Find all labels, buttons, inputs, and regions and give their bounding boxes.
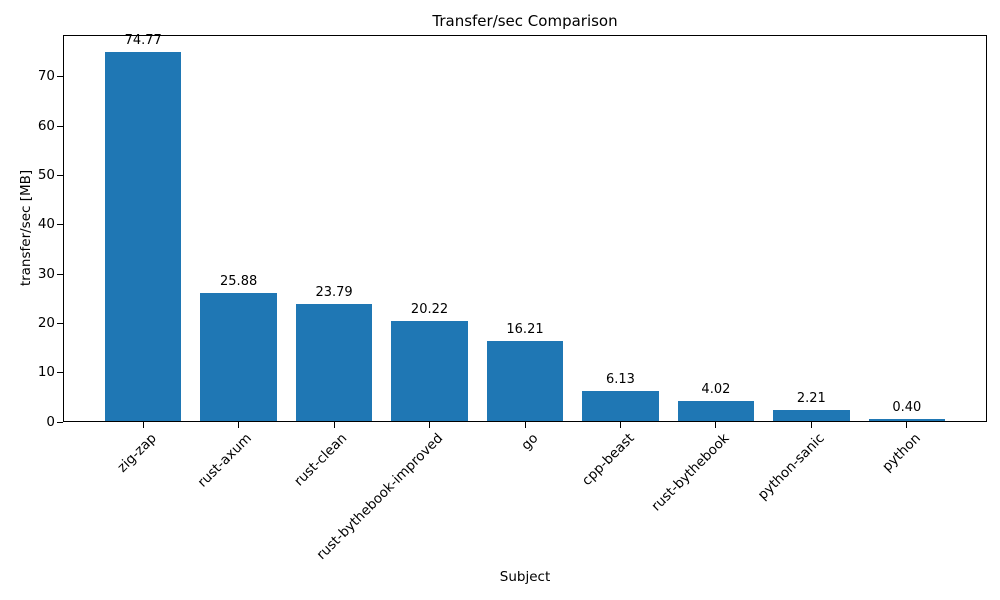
bar-rust-clean [295,303,373,421]
y-tick-label: 0 [46,413,55,430]
y-tick-label: 40 [37,216,55,233]
bar-value-label: 74.77 [124,33,162,49]
y-tick-mark [57,125,63,127]
x-tick-label: rust-axum [194,430,256,491]
x-axis-label: Subject [499,569,551,585]
bar-python [868,419,945,421]
bar-value-label: 6.13 [605,371,635,387]
y-tick-label: 60 [37,117,55,134]
y-tick-label: 30 [37,265,55,282]
x-tick-label: cpp-beast [578,430,638,489]
x-tick-mark [238,422,240,428]
y-tick-label: 50 [37,167,55,184]
x-tick-mark [810,422,812,428]
x-tick-mark [333,422,335,428]
x-tick-label: python-sanic [755,430,828,504]
x-tick-label: rust-bythebook [648,430,733,515]
x-tick-label: go [518,430,542,454]
bar-rust-bythebook-improved [391,321,468,421]
bar-value-label: 23.79 [315,284,353,300]
bar-value-label: 16.21 [506,322,544,338]
y-tick-label: 10 [37,364,55,381]
x-tick-mark [715,422,717,428]
bar-python-sanic [773,410,850,421]
bar-value-label: 25.88 [220,274,258,290]
bar-value-label: 0.40 [892,400,922,416]
y-tick-mark [57,273,63,275]
x-tick-mark [142,422,144,428]
bar-rust-bythebook [677,401,755,421]
plot-area [63,35,987,422]
bar-value-label: 4.02 [701,382,731,398]
x-tick-mark [524,422,526,428]
bar-go [486,341,564,421]
x-tick-label: rust-clean [291,430,351,490]
y-tick-label: 20 [37,314,55,331]
x-tick-label: python [878,430,924,476]
y-tick-mark [57,322,63,324]
y-tick-label: 70 [37,68,55,85]
bar-cpp-beast [582,390,659,421]
y-tick-mark [57,224,63,226]
x-tick-mark [619,422,621,428]
bar-value-label: 20.22 [410,302,449,318]
chart-title: Transfer/sec Comparison [432,12,618,30]
x-tick-mark [906,422,908,428]
bar-zig-zap [105,52,182,421]
y-tick-mark [57,76,63,78]
x-tick-label: zig-zap [114,430,160,476]
y-tick-mark [57,175,63,177]
bar-rust-axum [200,293,277,421]
y-tick-mark [57,372,63,374]
y-tick-mark [57,421,63,423]
x-tick-mark [429,422,431,428]
bar-value-label: 2.21 [796,391,826,407]
